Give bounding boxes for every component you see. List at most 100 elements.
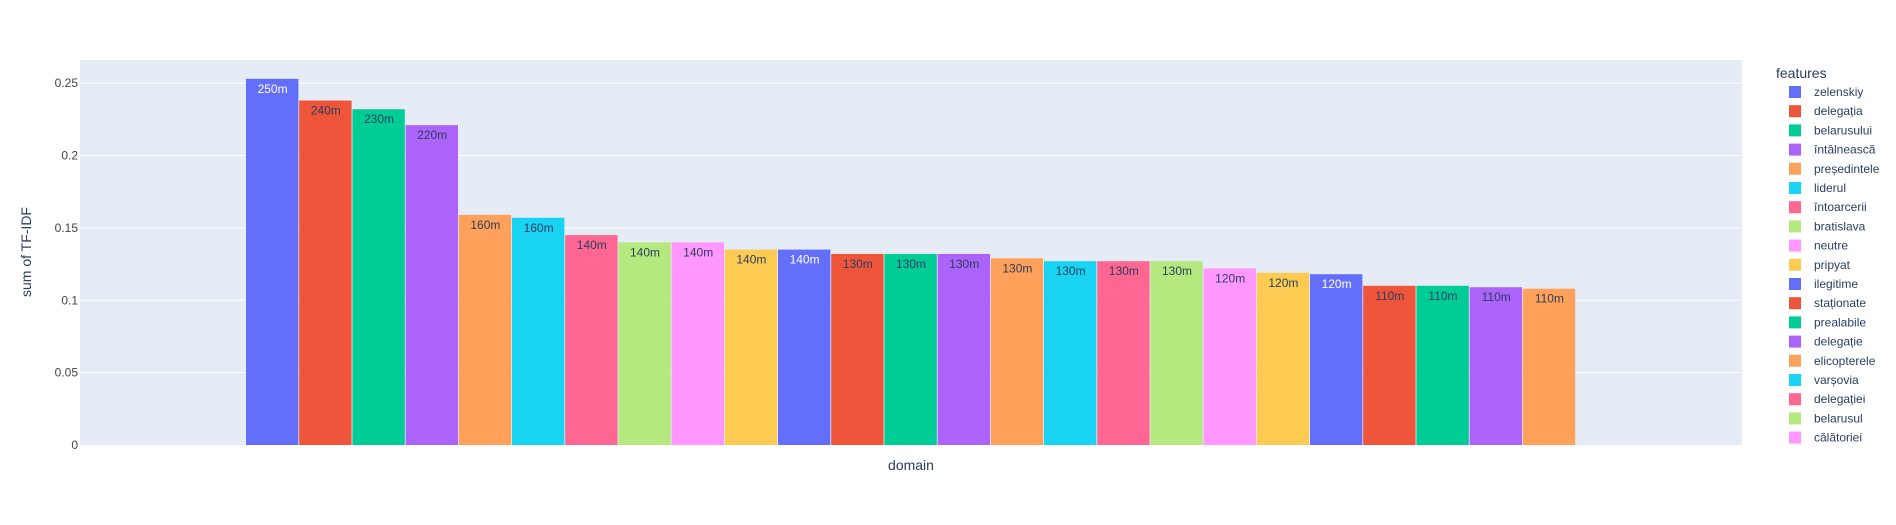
bar-value-label: 160m	[470, 218, 500, 232]
bar-value-label: 130m	[1002, 261, 1032, 275]
bar-value-label: 130m	[949, 257, 979, 271]
bar-value-label: 130m	[1056, 264, 1086, 278]
bar[interactable]	[1363, 286, 1415, 445]
legend-item-label[interactable]: președintele	[1814, 162, 1880, 176]
bar-value-label: 240m	[311, 104, 341, 118]
bar-value-label: 220m	[417, 128, 447, 142]
bar[interactable]	[1097, 261, 1149, 445]
legend-item-label[interactable]: prealabile	[1814, 315, 1866, 329]
y-tick-label: 0.25	[55, 76, 79, 90]
bar-value-label: 160m	[524, 221, 554, 235]
legend-item-label[interactable]: belarusului	[1814, 123, 1872, 137]
bar[interactable]	[884, 254, 936, 445]
legend-item-label[interactable]: elicopterele	[1814, 354, 1876, 368]
bar[interactable]	[1470, 287, 1522, 445]
bar-value-label: 130m	[896, 257, 926, 271]
bar[interactable]	[672, 242, 724, 445]
legend-swatch[interactable]	[1789, 316, 1801, 328]
bar-value-label: 120m	[1322, 277, 1352, 291]
bar[interactable]	[778, 250, 830, 445]
legend-item-label[interactable]: călătoriei	[1814, 431, 1862, 445]
bar[interactable]	[1416, 286, 1468, 445]
bar-value-label: 130m	[1109, 264, 1139, 278]
legend-swatch[interactable]	[1789, 144, 1801, 156]
legend-swatch[interactable]	[1789, 182, 1801, 194]
bar-value-label: 140m	[683, 245, 713, 259]
legend-swatch[interactable]	[1789, 220, 1801, 232]
legend-item-label[interactable]: delegația	[1814, 104, 1863, 118]
bar[interactable]	[512, 218, 564, 445]
legend-item-label[interactable]: întoarcerii	[1813, 200, 1867, 214]
bar[interactable]	[1310, 274, 1362, 445]
legend-item-label[interactable]: delegației	[1814, 392, 1865, 406]
legend-swatch[interactable]	[1789, 336, 1801, 348]
y-tick-label: 0	[71, 438, 78, 452]
legend-swatch[interactable]	[1789, 393, 1801, 405]
bar[interactable]	[299, 101, 351, 445]
legend-swatch[interactable]	[1789, 412, 1801, 424]
legend-item-label[interactable]: neutre	[1814, 239, 1848, 253]
bar-value-label: 140m	[630, 245, 660, 259]
bar[interactable]	[1044, 261, 1096, 445]
y-tick-label: 0.2	[61, 149, 78, 163]
bar[interactable]	[831, 254, 883, 445]
bar-value-label: 140m	[577, 238, 607, 252]
bar-value-label: 140m	[790, 253, 820, 267]
legend-item-label[interactable]: delegație	[1814, 335, 1863, 349]
bar[interactable]	[1204, 268, 1256, 445]
legend-swatch[interactable]	[1789, 297, 1801, 309]
bar-value-label: 250m	[258, 82, 288, 96]
bar[interactable]	[725, 250, 777, 445]
bar-value-label: 130m	[843, 257, 873, 271]
legend-swatch[interactable]	[1789, 278, 1801, 290]
legend-title: features	[1776, 65, 1827, 81]
legend-item-label[interactable]: liderul	[1814, 181, 1846, 195]
y-axis-ticks: 0 0.05 0.1 0.15 0.2 0.25	[55, 76, 79, 452]
bar-value-label: 120m	[1268, 276, 1298, 290]
legend-swatch[interactable]	[1789, 201, 1801, 213]
bar-value-label: 110m	[1375, 289, 1404, 303]
bar-value-label: 110m	[1428, 289, 1457, 303]
bar[interactable]	[618, 242, 670, 445]
legend-swatch[interactable]	[1789, 86, 1801, 98]
bar-value-label: 130m	[1162, 264, 1192, 278]
bar[interactable]	[1257, 273, 1309, 445]
legend-swatch[interactable]	[1789, 432, 1801, 444]
legend-item-label[interactable]: întâlnească	[1813, 143, 1876, 157]
y-tick-label: 0.1	[61, 293, 78, 307]
legend-item-label[interactable]: staționate	[1814, 296, 1866, 310]
legend-item-label[interactable]: bratislava	[1814, 219, 1866, 233]
bar-value-label: 230m	[364, 112, 394, 126]
legend-item-label[interactable]: pripyat	[1814, 258, 1851, 272]
bar-value-label: 140m	[736, 253, 766, 267]
legend-item-label[interactable]: ilegitime	[1814, 277, 1858, 291]
legend-swatch[interactable]	[1789, 105, 1801, 117]
bar[interactable]	[1150, 261, 1202, 445]
x-axis-title: domain	[888, 457, 934, 473]
legend-swatch[interactable]	[1789, 374, 1801, 386]
legend-swatch[interactable]	[1789, 240, 1801, 252]
y-tick-label: 0.15	[55, 221, 79, 235]
legend-item-label[interactable]: belarusul	[1814, 411, 1863, 425]
y-axis-title: sum of TF-IDF	[18, 207, 34, 297]
legend-item-label[interactable]: varșovia	[1814, 373, 1859, 387]
bar[interactable]	[406, 125, 458, 445]
legend-swatch[interactable]	[1789, 163, 1801, 175]
legend-swatch[interactable]	[1789, 355, 1801, 367]
bar[interactable]	[938, 254, 990, 445]
bar-value-label: 120m	[1215, 271, 1245, 285]
bar-value-label: 110m	[1535, 292, 1564, 306]
legend-swatch[interactable]	[1789, 124, 1801, 136]
bar[interactable]	[352, 109, 404, 445]
bar[interactable]	[459, 215, 511, 445]
bar[interactable]	[246, 79, 298, 445]
legend-swatch[interactable]	[1789, 259, 1801, 271]
legend-item-label[interactable]: zelenskiy	[1814, 85, 1863, 99]
bar[interactable]	[565, 235, 617, 445]
legend: features zelenskiy delegația belarusului în…	[1776, 65, 1880, 445]
bar[interactable]	[991, 258, 1043, 445]
y-tick-label: 0.05	[55, 366, 79, 380]
bar-value-label: 110m	[1482, 290, 1511, 304]
bar[interactable]	[1523, 289, 1575, 445]
